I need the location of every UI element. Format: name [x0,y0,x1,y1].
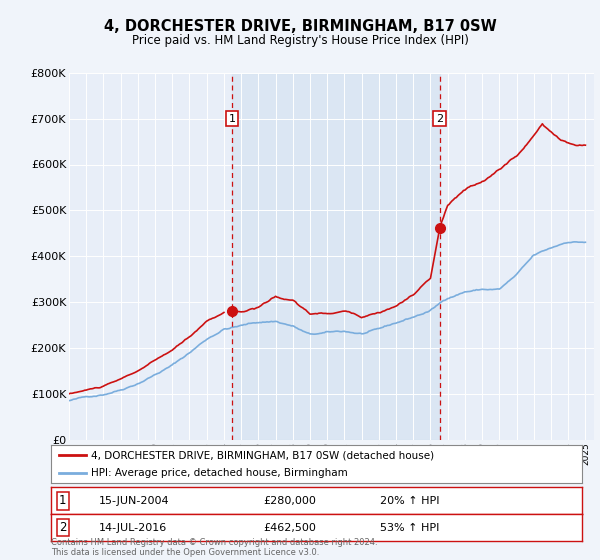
Text: 14-JUL-2016: 14-JUL-2016 [99,522,167,533]
Text: 1: 1 [229,114,235,124]
Text: HPI: Average price, detached house, Birmingham: HPI: Average price, detached house, Birm… [91,468,347,478]
Text: £280,000: £280,000 [263,496,316,506]
Bar [232,73,440,440]
Text: 4, DORCHESTER DRIVE, BIRMINGHAM, B17 0SW (detached house): 4, DORCHESTER DRIVE, BIRMINGHAM, B17 0SW… [91,450,434,460]
Text: Price paid vs. HM Land Registry's House Price Index (HPI): Price paid vs. HM Land Registry's House … [131,34,469,47]
Text: £462,500: £462,500 [263,522,316,533]
Text: 4, DORCHESTER DRIVE, BIRMINGHAM, B17 0SW: 4, DORCHESTER DRIVE, BIRMINGHAM, B17 0SW [104,20,496,34]
Text: 2: 2 [59,521,67,534]
Text: 20% ↑ HPI: 20% ↑ HPI [380,496,440,506]
Text: 15-JUN-2004: 15-JUN-2004 [99,496,169,506]
Text: 2: 2 [436,114,443,124]
Text: Contains HM Land Registry data © Crown copyright and database right 2024.
This d: Contains HM Land Registry data © Crown c… [51,538,377,557]
Text: 53% ↑ HPI: 53% ↑ HPI [380,522,440,533]
Text: 1: 1 [59,494,67,507]
